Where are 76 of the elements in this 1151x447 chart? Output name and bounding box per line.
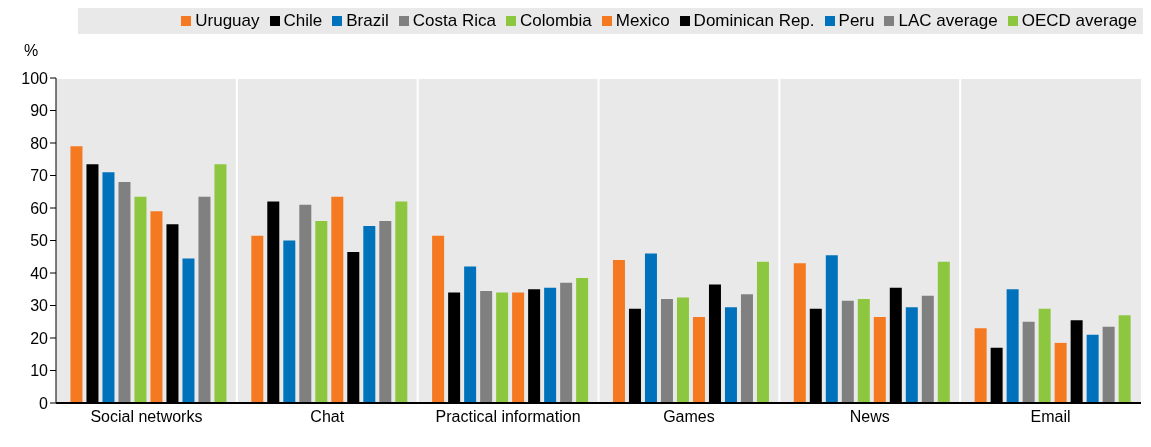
bar — [512, 292, 525, 403]
bar — [315, 221, 328, 403]
x-tick-label: Games — [663, 408, 715, 426]
y-tick-label: 80 — [30, 134, 49, 152]
bar — [251, 235, 264, 403]
bar — [692, 316, 705, 403]
bar — [974, 328, 987, 403]
y-tick-label: 20 — [30, 329, 49, 347]
legend-label: Peru — [837, 11, 875, 31]
x-tick-label: Social networks — [90, 408, 203, 426]
bar — [150, 211, 163, 403]
bar — [496, 292, 509, 403]
bar — [331, 196, 344, 403]
bar — [299, 204, 312, 403]
bar — [182, 258, 195, 403]
y-tick-label: 30 — [30, 297, 49, 315]
y-tick-label: 50 — [30, 232, 49, 250]
bar — [395, 201, 408, 403]
bar — [724, 307, 737, 403]
bar — [198, 196, 211, 403]
legend-label: Uruguay — [194, 11, 260, 31]
bar — [873, 316, 886, 403]
bar — [841, 300, 854, 403]
x-tick-label: Email — [1030, 408, 1071, 426]
bar — [793, 263, 806, 403]
legend-label: OECD average — [1020, 11, 1137, 31]
legend-label: Colombia — [518, 11, 592, 31]
bar — [432, 235, 445, 403]
bar — [756, 261, 769, 403]
bar — [1118, 315, 1131, 403]
y-tick-label: 0 — [39, 394, 49, 412]
bar — [480, 290, 493, 403]
y-tick-label: 10 — [30, 362, 49, 380]
bar — [937, 261, 950, 403]
bar — [921, 295, 934, 403]
y-tick-label: 70 — [30, 167, 49, 185]
bar — [740, 294, 753, 403]
bar — [363, 225, 376, 403]
y-tick-label: 90 — [30, 102, 49, 120]
bar — [644, 253, 657, 403]
bar — [464, 266, 477, 403]
bar — [660, 299, 673, 403]
legend-label: Mexico — [614, 11, 670, 31]
bar — [576, 277, 589, 403]
bar — [560, 282, 573, 403]
bar — [118, 182, 131, 403]
bar — [102, 172, 115, 403]
bar — [283, 240, 296, 403]
legend-label: Costa Rica — [411, 11, 496, 31]
bar — [1022, 321, 1035, 403]
bar — [1086, 334, 1099, 403]
legend-label: Chile — [282, 11, 323, 31]
bar — [612, 260, 625, 403]
y-axis-title: % — [24, 42, 39, 60]
bar — [905, 307, 918, 403]
bar — [857, 299, 870, 403]
y-tick-label: 60 — [30, 199, 49, 217]
bar — [544, 287, 557, 403]
bar — [1102, 326, 1115, 403]
y-tick-label: 100 — [21, 69, 49, 87]
bar — [825, 255, 838, 403]
legend-label: Dominican Rep. — [692, 11, 815, 31]
x-tick-label: Chat — [310, 408, 345, 426]
bar — [134, 196, 147, 403]
x-tick-label: Practical information — [435, 408, 581, 426]
y-tick-label: 40 — [30, 264, 49, 282]
legend-label: LAC average — [897, 11, 998, 31]
bar — [676, 297, 689, 403]
legend-label: Brazil — [345, 11, 389, 31]
x-tick-label: News — [849, 408, 890, 426]
bar — [1038, 308, 1051, 403]
bar — [379, 221, 392, 403]
bar — [70, 146, 83, 403]
bar — [1054, 342, 1067, 403]
bar — [1006, 289, 1019, 403]
bar — [214, 164, 227, 403]
